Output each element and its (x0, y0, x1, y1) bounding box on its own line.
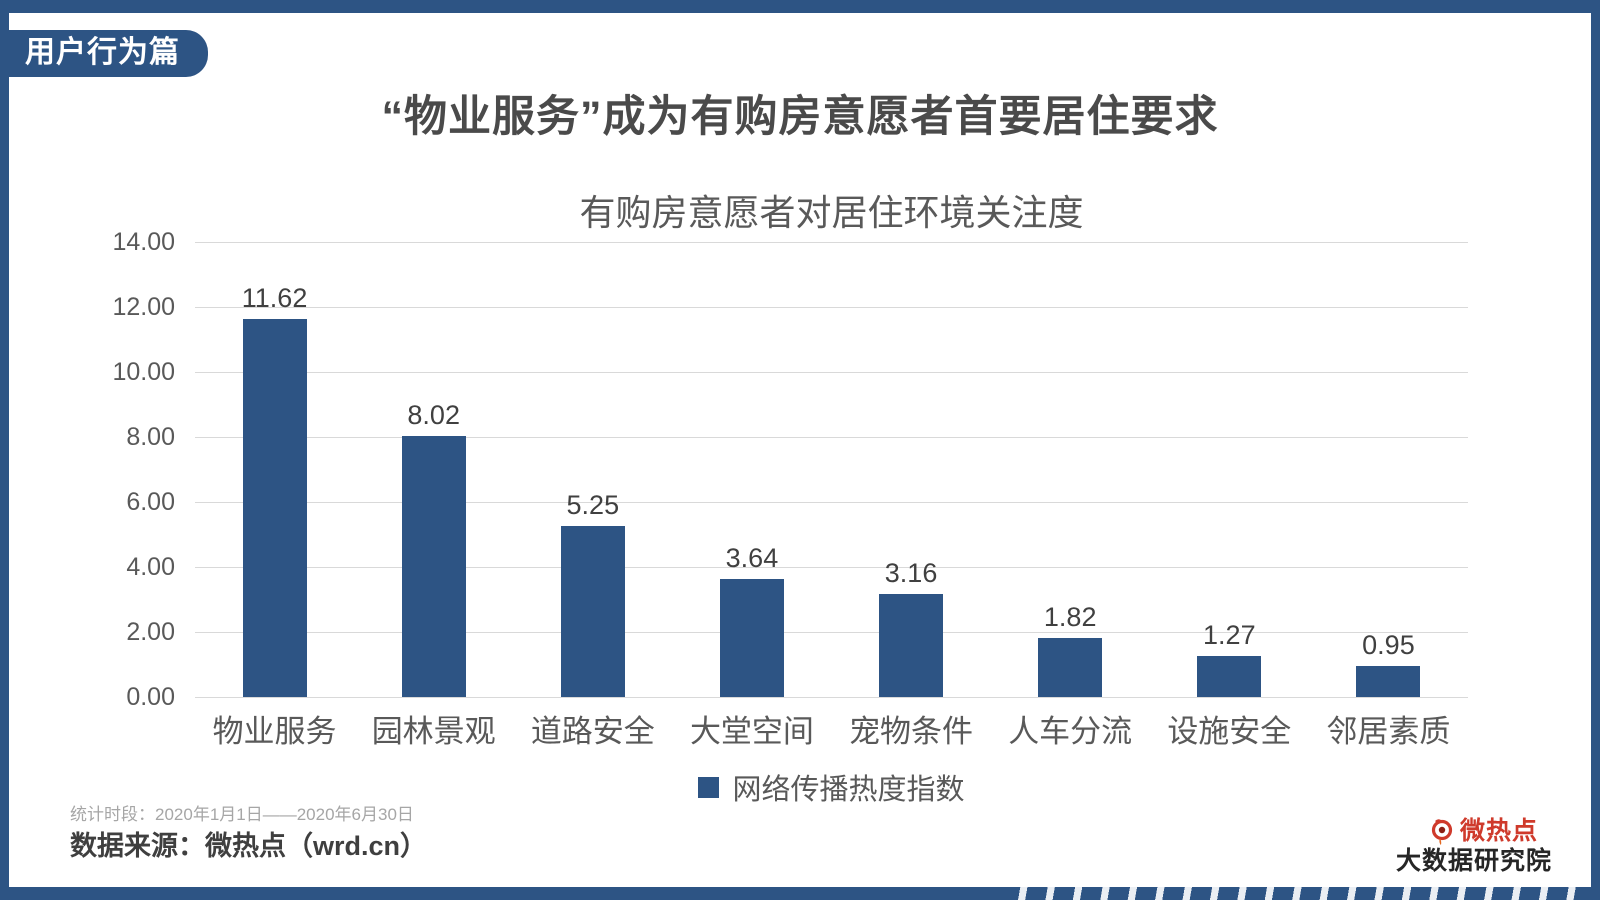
bar-column: 3.64 (672, 542, 831, 697)
bar-value-label: 5.25 (566, 490, 620, 521)
y-tick-label: 6.00 (126, 488, 175, 516)
legend-swatch-icon (698, 776, 720, 798)
gridline (195, 502, 1468, 503)
bar-value-label: 3.16 (884, 558, 938, 589)
stat-period: 统计时段：2020年1月1日——2020年6月30日 (70, 805, 414, 824)
bar (560, 526, 625, 697)
x-category-label: 物业服务 (212, 714, 337, 749)
bar-column: 5.25 (513, 492, 672, 697)
x-category-label: 设施安全 (1167, 714, 1292, 749)
bottom-border (0, 887, 1600, 900)
data-source: 数据来源：微热点（wrd.cn） (70, 831, 428, 861)
x-category-label: 道路安全 (530, 714, 655, 749)
bar-column: 3.16 (832, 560, 991, 697)
bar-value-label: 11.62 (241, 283, 308, 314)
x-category-label: 大堂空间 (689, 714, 814, 749)
bar (1197, 655, 1262, 697)
left-border (0, 0, 9, 900)
logo-brand-text: 微热点 (1459, 817, 1538, 845)
y-tick-label: 14.00 (112, 228, 175, 256)
bar-value-label: 3.64 (725, 542, 779, 573)
bar (1356, 666, 1421, 697)
x-category-label: 人车分流 (1008, 714, 1133, 749)
bar-value-label: 1.27 (1203, 619, 1256, 650)
y-tick-label: 0.00 (126, 683, 175, 711)
bar-value-label: 1.82 (1043, 601, 1097, 632)
bar-value-label: 8.02 (407, 400, 460, 431)
page-title: “物业服务”成为有购房意愿者首要居住要求 (381, 93, 1219, 141)
x-axis-labels: 物业服务 园林景观 道路安全 大堂空间 宠物条件 人车分流 设施安全 邻居素质 (195, 706, 1468, 751)
gridline (195, 242, 1468, 243)
y-tick-label: 2.00 (126, 618, 175, 646)
bar-column: 0.95 (1309, 632, 1468, 697)
y-tick-label: 12.00 (112, 293, 175, 321)
brand-logo: 微热点 大数据研究院 (1396, 818, 1552, 874)
bar-column: 11.62 (195, 285, 354, 697)
bar-value-label: 0.95 (1362, 630, 1415, 661)
right-border (1591, 0, 1600, 900)
gridline (195, 307, 1468, 308)
x-category-label: 宠物条件 (849, 714, 974, 749)
bar-column: 8.02 (354, 402, 513, 697)
bar (1038, 637, 1103, 697)
gridline (195, 632, 1468, 633)
gridline (195, 372, 1468, 373)
legend: 网络传播热度指数 (195, 766, 1468, 808)
bar (242, 319, 307, 697)
bar-column: 1.27 (1150, 619, 1309, 697)
x-category-label: 邻居素质 (1326, 714, 1451, 749)
y-tick-label: 8.00 (126, 423, 175, 451)
legend-label: 网络传播热度指数 (732, 774, 965, 806)
watermark-artifact (1000, 887, 1590, 900)
gridline (195, 567, 1468, 568)
chart-title: 有购房意愿者对居住环境关注度 (579, 192, 1084, 233)
bar-column: 1.82 (991, 601, 1150, 697)
y-tick-label: 4.00 (126, 553, 175, 581)
bar (719, 578, 784, 697)
plot-area: 11.62 8.02 5.25 3.64 3.16 1.82 1.27 0.95 (195, 242, 1468, 698)
bar (401, 436, 466, 697)
gridline (195, 697, 1468, 698)
eye-icon (1431, 819, 1453, 845)
bar (879, 594, 944, 697)
y-tick-label: 10.00 (112, 358, 175, 386)
bar-series: 11.62 8.02 5.25 3.64 3.16 1.82 1.27 0.95 (195, 242, 1468, 697)
x-category-label: 园林景观 (371, 714, 496, 749)
top-border (0, 0, 1600, 13)
gridline (195, 437, 1468, 438)
section-badge: 用户行为篇 (9, 30, 208, 77)
y-axis: 14.00 12.00 10.00 8.00 6.00 4.00 2.00 0.00 (55, 228, 175, 711)
logo-subbrand-text: 大数据研究院 (1395, 847, 1552, 875)
